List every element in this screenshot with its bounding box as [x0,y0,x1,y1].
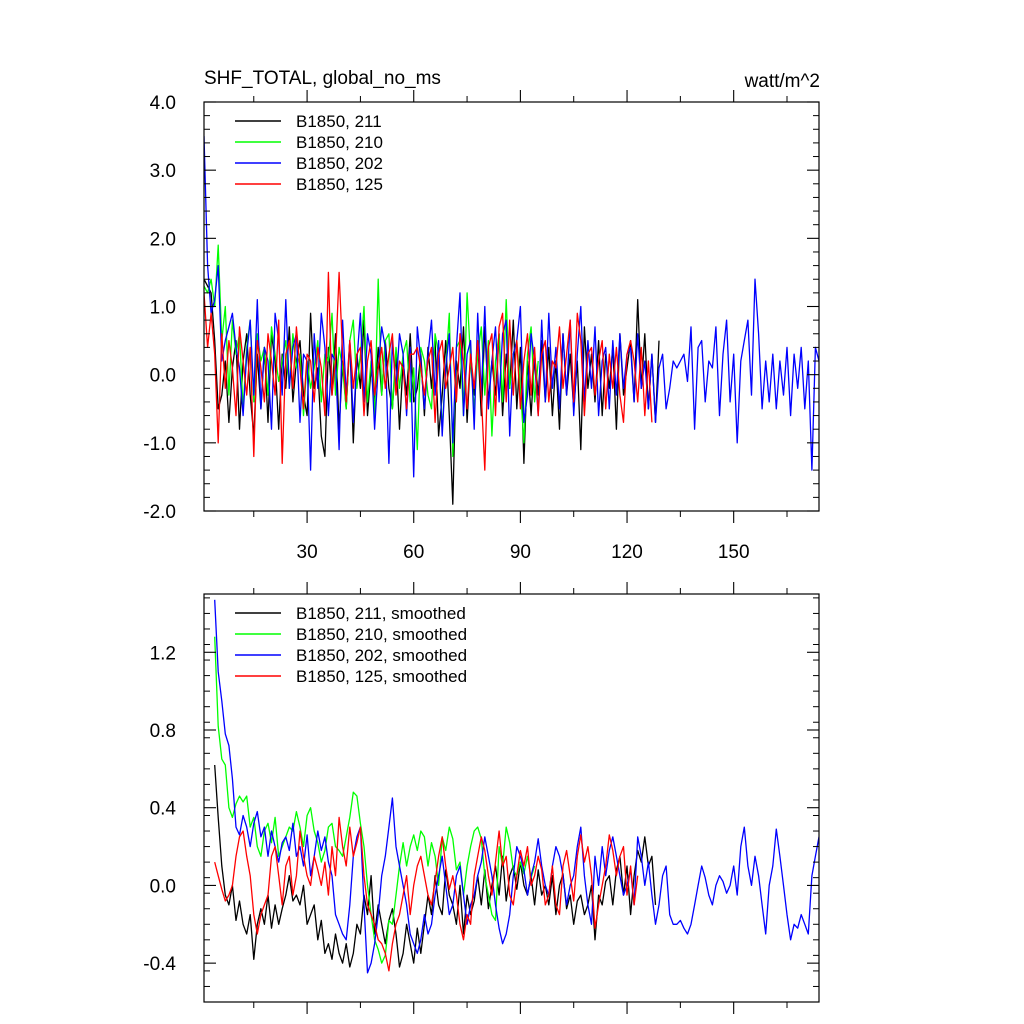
bottom-legend-label-2: B1850, 210, smoothed [296,625,467,644]
bottom-series-group [214,599,819,974]
top-ytick-label: -2.0 [143,502,176,523]
top-ytick-label: 2.0 [150,229,176,250]
top-panel: SHF_TOTAL, global_no_ms watt/m^2 -2.0 -1.… [143,68,820,563]
top-axis-ticks: -2.0 -1.0 0.0 1.0 2.0 3.0 4.0 30 60 90 120 150 [143,90,819,563]
bottom-legend: B1850, 211, smoothed B1850, 210, smoothed… [235,604,467,686]
bottom-legend-label-3: B1850, 202, smoothed [296,646,467,665]
top-legend-label-1: B1850, 211 [296,112,382,131]
bottom-series-line-4 [214,816,639,972]
bottom-legend-label-1: B1850, 211, smoothed [296,604,466,623]
top-series-line-3 [204,136,819,478]
top-ytick-label: 4.0 [150,93,176,114]
top-panel-title: SHF_TOTAL, global_no_ms [204,68,441,89]
bottom-series-line-1 [214,764,657,968]
top-xtick-label: 150 [718,542,750,563]
top-series-line-4 [204,271,653,471]
bottom-ytick-label: -0.4 [143,954,176,975]
bottom-ytick-label: 0.8 [150,721,176,742]
top-legend: B1850, 211 B1850, 210 B1850, 202 B1850, 125 [235,112,383,194]
top-xtick-label: 60 [403,542,424,563]
bottom-ytick-label: 0.0 [150,876,176,897]
bottom-legend-label-4: B1850, 125, smoothed [296,667,467,686]
top-panel-units: watt/m^2 [744,71,820,92]
top-xtick-label: 120 [611,542,643,563]
top-legend-label-2: B1850, 210 [296,133,383,152]
top-legend-label-4: B1850, 125 [296,175,383,194]
bottom-axis-ticks: -0.4 0.0 0.4 0.8 1.2 [143,582,819,1014]
bottom-plot-frame [203,593,820,1003]
bottom-panel: -0.40.00.40.81.2 B1850, 211, smoothedB18… [143,582,820,1014]
top-legend-label-3: B1850, 202 [296,154,383,173]
top-ytick-label: 1.0 [150,298,176,319]
bottom-ytick-label: 0.4 [150,799,177,820]
bottom-ytick-label: 1.2 [150,643,176,664]
top-xtick-label: 30 [297,542,318,563]
top-ytick-label: -1.0 [143,434,176,455]
top-series-group [204,136,819,505]
top-xtick-label: 90 [510,542,531,563]
bottom-series-line-3 [214,599,819,974]
top-ytick-label: 0.0 [150,366,176,387]
top-ytick-label: 3.0 [150,161,176,182]
